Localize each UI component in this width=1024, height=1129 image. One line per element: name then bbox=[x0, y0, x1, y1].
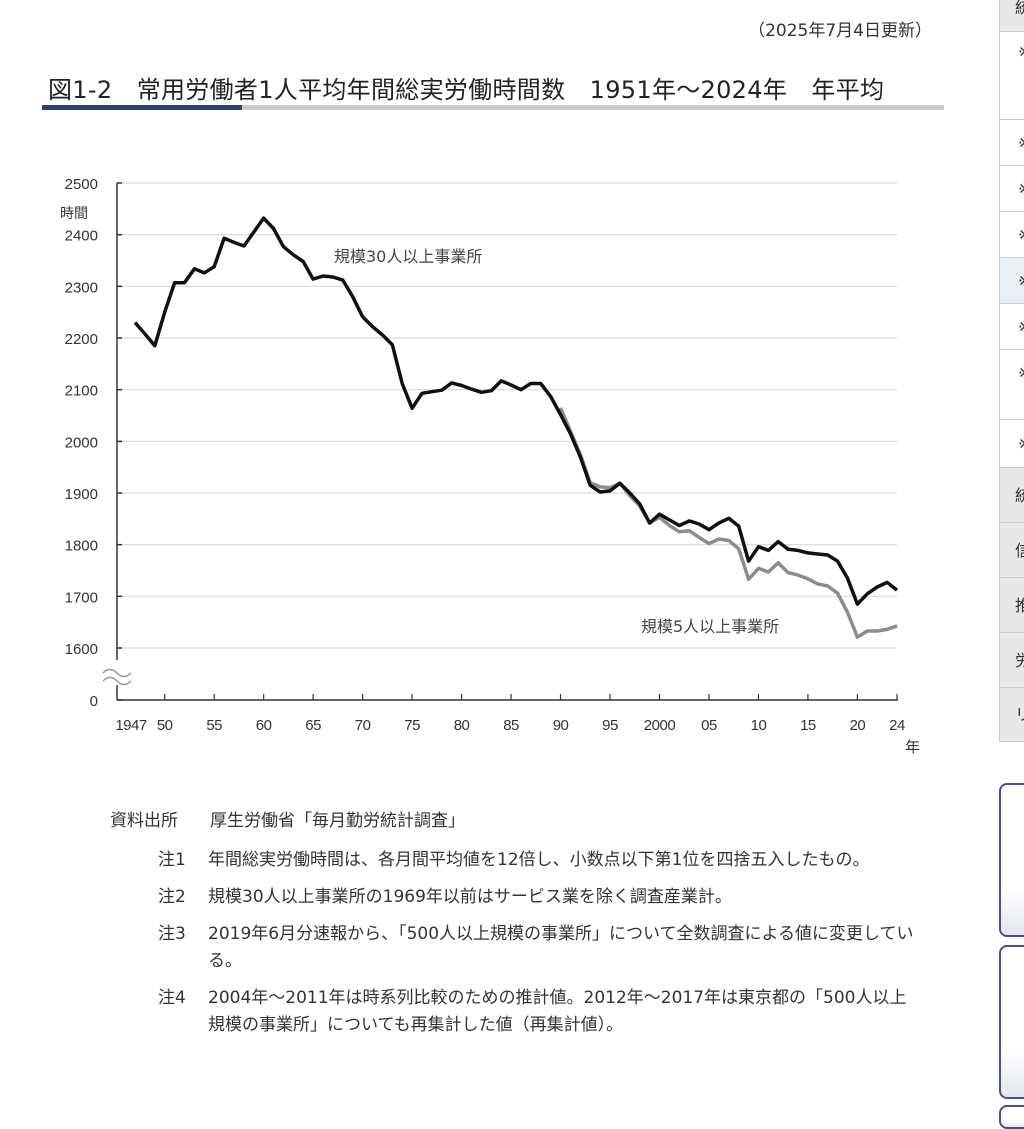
y-tick-label: 2300 bbox=[65, 279, 98, 296]
x-tick-label: 70 bbox=[355, 717, 371, 734]
y-tick-label: 1600 bbox=[65, 641, 98, 658]
sidebar-banner[interactable] bbox=[999, 945, 1024, 1099]
y-tick-label: 2200 bbox=[65, 331, 98, 348]
sidebar-row[interactable]: ※ bbox=[1000, 212, 1024, 258]
x-tick-label: 95 bbox=[602, 717, 618, 734]
sidebar-row[interactable]: ※ bbox=[1000, 166, 1024, 212]
series-line-5plus bbox=[561, 408, 898, 637]
line-chart: 2500 2400 2300 2200 2100 2000 1900 1800 1700 1600… bbox=[0, 0, 960, 780]
note-key: 注4 bbox=[158, 985, 208, 1039]
note-key: 注1 bbox=[158, 847, 208, 874]
sidebar-link[interactable]: 信 bbox=[1000, 523, 1024, 578]
x-tick-label: 05 bbox=[701, 717, 717, 734]
y-tick-label: 2500 bbox=[65, 176, 98, 193]
x-tick-label: 10 bbox=[751, 717, 767, 734]
x-tick-label: 50 bbox=[157, 717, 173, 734]
x-tick-label: 80 bbox=[454, 717, 470, 734]
axis-break-icon bbox=[103, 670, 131, 685]
series-line-30plus bbox=[135, 218, 897, 604]
sidebar-row[interactable]: ※ bbox=[1000, 420, 1024, 468]
note-key: 注2 bbox=[158, 884, 208, 911]
sidebar-banner[interactable] bbox=[999, 783, 1024, 937]
sidebar-header: 統 bbox=[1000, 0, 1024, 32]
sidebar-link[interactable]: リ bbox=[1000, 688, 1024, 742]
y-tick-label: 2000 bbox=[65, 434, 98, 451]
sidebar-row-active[interactable]: ※ bbox=[1000, 258, 1024, 304]
x-tick-label: 2000 bbox=[644, 717, 676, 734]
y-tick-label: 1900 bbox=[65, 486, 98, 503]
y-tick-label: 1800 bbox=[65, 538, 98, 555]
x-tick-label: 85 bbox=[503, 717, 519, 734]
y-tick-label: 1700 bbox=[65, 589, 98, 606]
note-key: 注3 bbox=[158, 921, 208, 975]
sidebar-link[interactable]: 労 bbox=[1000, 633, 1024, 688]
sidebar-table: 統 ※ ※ ※ ※ ※ ※ ※ ※ 統 信 推 労 リ bbox=[999, 0, 1024, 742]
x-tick-label: 15 bbox=[800, 717, 816, 734]
sidebar-banner[interactable] bbox=[999, 1105, 1024, 1129]
note-text: 2004年～2011年は時系列比較のための推計値。2012年～2017年は東京都… bbox=[208, 985, 918, 1039]
sidebar-row[interactable]: ※ bbox=[1000, 304, 1024, 350]
sidebar-row[interactable]: ※ bbox=[1000, 120, 1024, 166]
series-label-5plus: 規模5人以上事業所 bbox=[641, 617, 779, 636]
sidebar-link[interactable]: 統 bbox=[1000, 468, 1024, 523]
x-axis-unit: 年 bbox=[905, 738, 920, 756]
note-text: 規模30人以上事業所の1969年以前はサービス業を除く調査産業計。 bbox=[208, 884, 918, 911]
note-text: 2019年6月分速報から、「500人以上規模の事業所」について全数調査による値に… bbox=[208, 921, 918, 975]
x-tick-label: 1947 bbox=[115, 717, 147, 734]
x-tick-label: 24 bbox=[889, 717, 905, 734]
sidebar-row[interactable]: ※ bbox=[1000, 350, 1024, 420]
x-tick-label: 75 bbox=[404, 717, 420, 734]
x-tick-label: 90 bbox=[553, 717, 569, 734]
x-tick-label: 20 bbox=[850, 717, 866, 734]
sidebar-row[interactable]: ※ bbox=[1000, 32, 1024, 120]
y-tick-label: 0 bbox=[90, 693, 98, 710]
source-label: 資料出所 bbox=[110, 808, 210, 835]
source-line: 資料出所厚生労働省「毎月勤労統計調査」 bbox=[110, 808, 918, 835]
y-tick-label: 2400 bbox=[65, 228, 98, 245]
series-label-30plus: 規模30人以上事業所 bbox=[334, 247, 482, 266]
x-tick-label: 65 bbox=[305, 717, 321, 734]
source-text: 厚生労働省「毎月勤労統計調査」 bbox=[210, 811, 465, 831]
note-text: 年間総実労働時間は、各月間平均値を12倍し、小数点以下第1位を四捨五入したもの。 bbox=[208, 847, 918, 874]
x-tick-label: 60 bbox=[256, 717, 272, 734]
x-tick-label: 55 bbox=[206, 717, 222, 734]
y-axis-unit: 時間 bbox=[60, 206, 88, 222]
y-tick-label: 2100 bbox=[65, 383, 98, 400]
sidebar-link[interactable]: 推 bbox=[1000, 578, 1024, 633]
